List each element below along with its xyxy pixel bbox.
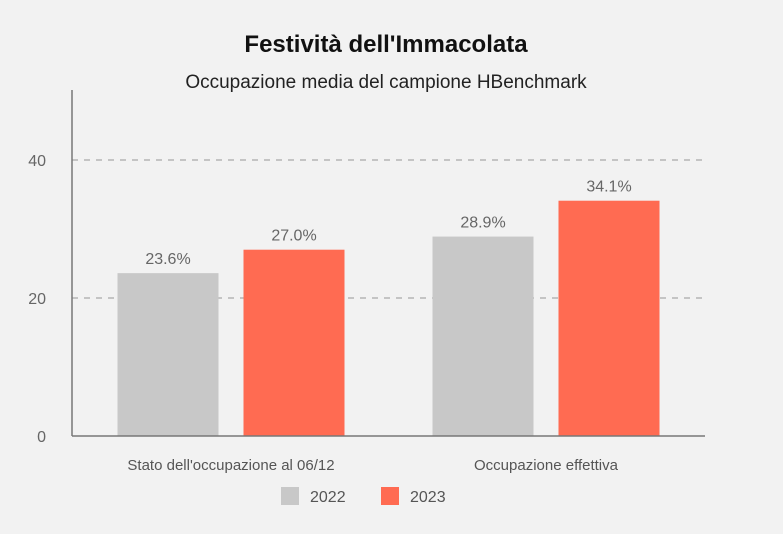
data-label: 28.9%: [460, 215, 505, 232]
data-label: 34.1%: [586, 179, 631, 196]
x-category-label: Stato dell'occupazione al 06/12: [127, 457, 334, 474]
bar-2023-1: [243, 249, 345, 436]
data-label: 23.6%: [145, 251, 190, 268]
y-tick-label: 20: [28, 291, 46, 308]
bar-2022-2: [432, 236, 534, 436]
chart-subtitle: Occupazione media del campione HBenchmar…: [185, 72, 587, 93]
data-label: 27.0%: [271, 228, 316, 245]
legend-label-2023: 2023: [410, 489, 446, 506]
legend-swatch-2023: [381, 487, 399, 505]
bar-2022-1: [117, 273, 219, 436]
axes: 0 20 40 Stato dell'occupazione al 06/12 Occu…: [28, 90, 705, 474]
x-category-label: Occupazione effettiva: [474, 457, 619, 474]
bars: 23.6% 27.0% 28.9% 34.1%: [117, 179, 660, 436]
chart-title: Festività dell'Immacolata: [244, 31, 528, 58]
legend: 2022 2023: [281, 487, 446, 506]
bar-2023-2: [558, 200, 660, 436]
legend-swatch-2022: [281, 487, 299, 505]
grid-lines: [72, 159, 705, 299]
y-tick-label: 40: [28, 153, 46, 170]
y-tick-label: 0: [37, 429, 46, 446]
legend-label-2022: 2022: [310, 489, 346, 506]
